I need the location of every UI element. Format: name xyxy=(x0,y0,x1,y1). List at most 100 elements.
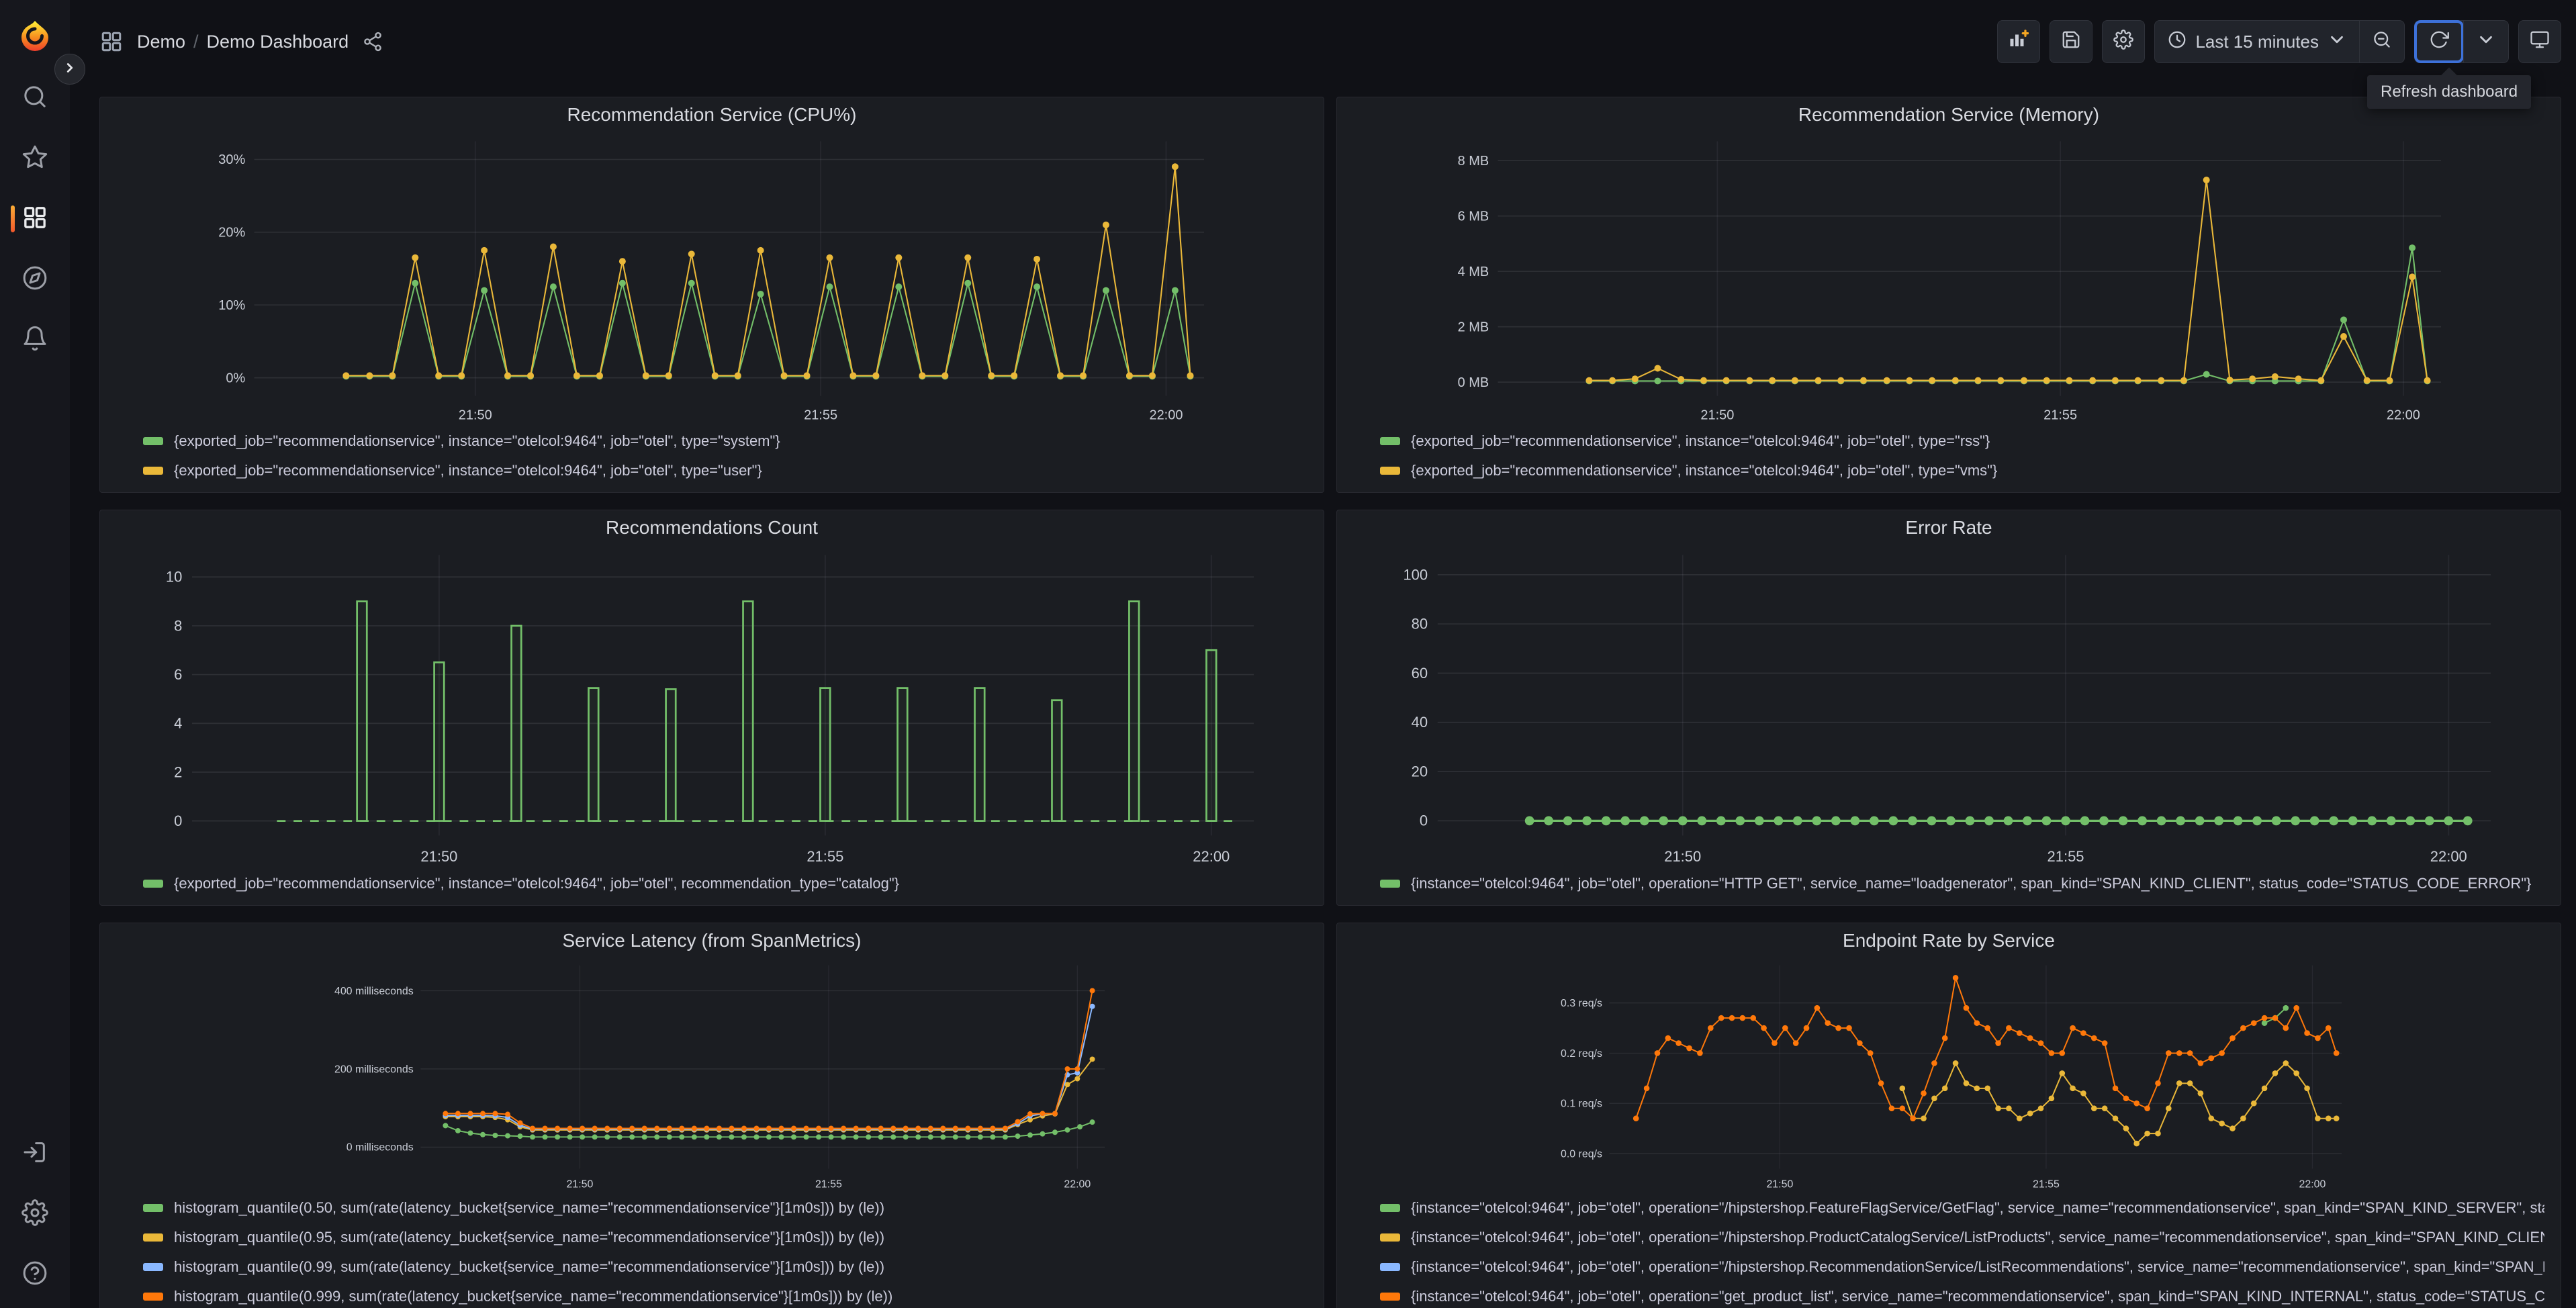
panel-title[interactable]: Recommendation Service (Memory) xyxy=(1798,104,2100,125)
sidebar-item-settings[interactable] xyxy=(0,1199,70,1229)
legend-label: histogram_quantile(0.99, sum(rate(latenc… xyxy=(174,1258,885,1275)
svg-text:8: 8 xyxy=(174,617,182,634)
sidebar-top-items xyxy=(0,83,70,355)
gear-icon xyxy=(2113,29,2134,54)
expand-sidebar-button[interactable] xyxy=(54,54,85,85)
legend-label: {instance="otelcol:9464", job="otel", op… xyxy=(1411,875,2532,892)
sidebar xyxy=(0,0,70,1308)
svg-text:21:55: 21:55 xyxy=(2033,1178,2060,1190)
chart-svg: 0 2 4 6 8 10 21:50 21:55 22:00 xyxy=(166,555,1254,865)
legend-item[interactable]: {instance="otelcol:9464", job="otel", op… xyxy=(1380,1282,2544,1308)
legend-item[interactable]: {instance="otelcol:9464", job="otel", op… xyxy=(1380,1223,2544,1252)
svg-text:6: 6 xyxy=(174,666,182,683)
legend-item[interactable]: {exported_job="recommendationservice", i… xyxy=(143,456,1307,485)
panel-title[interactable]: Service Latency (from SpanMetrics) xyxy=(562,930,862,951)
panel-title[interactable]: Recommendation Service (CPU%) xyxy=(567,104,857,125)
svg-text:21:50: 21:50 xyxy=(1766,1178,1793,1190)
panel-recommendations-count: Recommendations Count 0 2 4 6 8 10 21:50 21:55 2… xyxy=(99,510,1324,906)
refresh-interval-caret[interactable] xyxy=(2463,21,2508,62)
count-chart[interactable]: 0 2 4 6 8 10 21:50 21:55 22:00 xyxy=(100,545,1324,868)
time-range-picker[interactable]: Last 15 minutes xyxy=(2155,21,2359,62)
share-icon[interactable] xyxy=(362,31,383,52)
legend-label: {exported_job="recommendationservice", i… xyxy=(1411,462,1998,479)
legend-label: histogram_quantile(0.50, sum(rate(latenc… xyxy=(174,1199,885,1216)
cpu-legend: {exported_job="recommendationservice", i… xyxy=(100,425,1324,492)
dashboard-grid: Recommendation Service (CPU%) 0% 10% 20% 30… xyxy=(70,83,2576,1308)
grafana-logo[interactable] xyxy=(17,19,52,54)
svg-text:21:55: 21:55 xyxy=(807,848,843,865)
svg-text:22:00: 22:00 xyxy=(1149,408,1183,423)
svg-text:21:55: 21:55 xyxy=(2048,848,2084,865)
legend-swatch xyxy=(1380,1233,1400,1242)
sidebar-item-sign-in[interactable] xyxy=(0,1139,70,1168)
svg-text:100: 100 xyxy=(1403,566,1428,583)
legend-item[interactable]: {exported_job="recommendationservice", i… xyxy=(1380,426,2544,456)
legend-item[interactable]: {instance="otelcol:9464", job="otel", op… xyxy=(1380,1252,2544,1282)
add-panel-icon xyxy=(2009,29,2029,54)
error-rate-chart[interactable]: 0 20 40 60 80 100 21:50 21:55 22:00 xyxy=(1337,545,2561,868)
memory-chart[interactable]: 0 MB 2 MB 4 MB 6 MB 8 MB 21:50 21:55 22:00 xyxy=(1337,132,2561,425)
monitor-icon xyxy=(2530,30,2550,54)
legend-item[interactable]: histogram_quantile(0.999, sum(rate(laten… xyxy=(143,1282,1307,1308)
breadcrumb-section[interactable]: Demo xyxy=(137,31,186,52)
endpoint-rate-chart[interactable]: 0.0 req/s 0.1 req/s 0.2 req/s 0.3 req/s 21:5… xyxy=(1337,958,2561,1192)
zoom-out-button[interactable] xyxy=(2359,21,2404,62)
svg-text:22:00: 22:00 xyxy=(1193,848,1230,865)
legend-item[interactable]: {instance="otelcol:9464", job="otel", op… xyxy=(1380,869,2544,898)
chart-svg: 0.0 req/s 0.1 req/s 0.2 req/s 0.3 req/s 21:5… xyxy=(1561,965,2342,1190)
sidebar-item-starred[interactable] xyxy=(0,144,70,173)
legend-item[interactable]: histogram_quantile(0.95, sum(rate(latenc… xyxy=(143,1223,1307,1252)
legend-item[interactable]: {instance="otelcol:9464", job="otel", op… xyxy=(1380,1193,2544,1223)
top-nav: Demo / Demo Dashboard xyxy=(70,0,2576,83)
breadcrumb-page-title[interactable]: Demo Dashboard xyxy=(206,31,349,52)
panel-title[interactable]: Endpoint Rate by Service xyxy=(1843,930,2055,951)
legend-item[interactable]: {exported_job="recommendationservice", i… xyxy=(143,426,1307,456)
clock-icon xyxy=(2167,30,2187,54)
time-picker-group: Last 15 minutes xyxy=(2154,20,2405,63)
legend-swatch xyxy=(143,880,163,888)
save-dashboard-button[interactable] xyxy=(2050,20,2093,63)
add-panel-button[interactable] xyxy=(1997,20,2041,63)
chart-svg: 0% 10% 20% 30% 21:50 21:55 22:00 xyxy=(218,141,1205,423)
chart-svg: 0 milliseconds 200 milliseconds 400 millis… xyxy=(334,965,1105,1190)
svg-text:22:00: 22:00 xyxy=(2430,848,2467,865)
svg-text:60: 60 xyxy=(1412,665,1428,682)
chevron-down-icon xyxy=(2476,30,2496,54)
legend-swatch xyxy=(1380,1204,1400,1212)
svg-text:80: 80 xyxy=(1412,616,1428,633)
svg-text:21:50: 21:50 xyxy=(1700,408,1734,423)
svg-text:8 MB: 8 MB xyxy=(1458,154,1489,169)
svg-text:0: 0 xyxy=(174,812,182,829)
dashboard-settings-button[interactable] xyxy=(2102,20,2146,63)
sidebar-item-help[interactable] xyxy=(0,1260,70,1289)
kiosk-mode-button[interactable] xyxy=(2518,20,2561,63)
time-range-label: Last 15 minutes xyxy=(2195,31,2319,52)
legend-item[interactable]: {exported_job="recommendationservice", i… xyxy=(1380,456,2544,485)
legend-swatch xyxy=(143,1233,163,1242)
chart-svg: 0 20 40 60 80 100 21:50 21:55 22:00 xyxy=(1403,555,2491,865)
svg-text:10: 10 xyxy=(166,569,182,586)
legend-item[interactable]: histogram_quantile(0.50, sum(rate(latenc… xyxy=(143,1193,1307,1223)
legend-label: {exported_job="recommendationservice", i… xyxy=(174,432,780,449)
svg-text:22:00: 22:00 xyxy=(2299,1178,2326,1190)
save-icon xyxy=(2061,30,2081,54)
sidebar-item-dashboards[interactable] xyxy=(0,204,70,234)
sidebar-item-search[interactable] xyxy=(0,83,70,113)
sign-in-icon xyxy=(21,1139,48,1169)
svg-text:4 MB: 4 MB xyxy=(1458,265,1489,279)
panel-title[interactable]: Error Rate xyxy=(1905,517,1992,538)
refresh-icon xyxy=(2429,30,2449,54)
sidebar-item-alerting[interactable] xyxy=(0,325,70,355)
svg-text:20: 20 xyxy=(1412,763,1428,780)
sidebar-item-explore[interactable] xyxy=(0,265,70,294)
svg-text:21:55: 21:55 xyxy=(2043,408,2077,423)
legend-item[interactable]: {exported_job="recommendationservice", i… xyxy=(143,869,1307,898)
legend-item[interactable]: histogram_quantile(0.99, sum(rate(latenc… xyxy=(143,1252,1307,1282)
latency-chart[interactable]: 0 milliseconds 200 milliseconds 400 millis… xyxy=(100,958,1324,1192)
chart-svg: 0 MB 2 MB 4 MB 6 MB 8 MB 21:50 21:55 22:00 xyxy=(1458,141,2442,423)
refresh-dashboard-button[interactable] xyxy=(2414,20,2464,63)
panel-title[interactable]: Recommendations Count xyxy=(606,517,818,538)
cpu-chart[interactable]: 0% 10% 20% 30% 21:50 21:55 22:00 xyxy=(100,132,1324,425)
svg-text:0%: 0% xyxy=(226,371,245,385)
svg-text:22:00: 22:00 xyxy=(2387,408,2420,423)
